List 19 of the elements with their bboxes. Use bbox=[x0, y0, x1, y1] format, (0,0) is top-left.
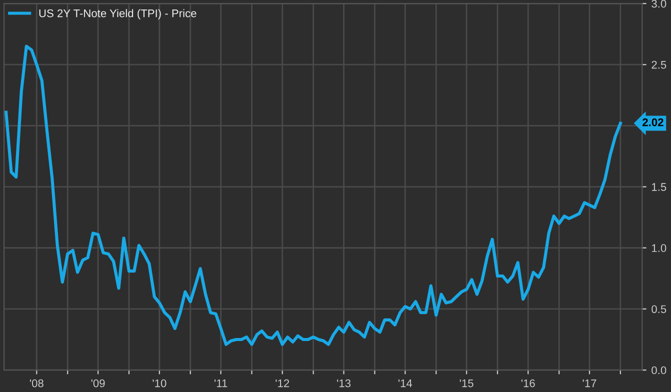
x-tick-label: '13 bbox=[337, 379, 351, 388]
line-series bbox=[4, 44, 622, 346]
x-tick-label: '16 bbox=[521, 379, 535, 388]
x-tick-label: '10 bbox=[152, 379, 166, 388]
y-tick-label: 0.0 bbox=[652, 366, 666, 374]
x-tick-label: '14 bbox=[398, 379, 412, 388]
y-tick-label: 0.5 bbox=[652, 305, 666, 314]
legend-label: US 2Y T-Note Yield (TPI) - Price bbox=[39, 9, 196, 20]
x-tick-label: '08 bbox=[30, 379, 44, 388]
x-tick-label: '09 bbox=[91, 379, 105, 388]
annotation: 2.02 bbox=[642, 118, 664, 126]
y-tick-label: 3.0 bbox=[652, 0, 666, 8]
x-tick-label: '17 bbox=[582, 379, 596, 388]
x-tick-label: '11 bbox=[214, 379, 228, 388]
x-tick-label: '15 bbox=[460, 379, 474, 388]
y-tick-label: 1.5 bbox=[652, 183, 666, 191]
y-tick-label: 1.0 bbox=[652, 244, 666, 252]
y-tick-label: 2.5 bbox=[652, 60, 666, 69]
x-tick-label: '12 bbox=[276, 379, 290, 388]
